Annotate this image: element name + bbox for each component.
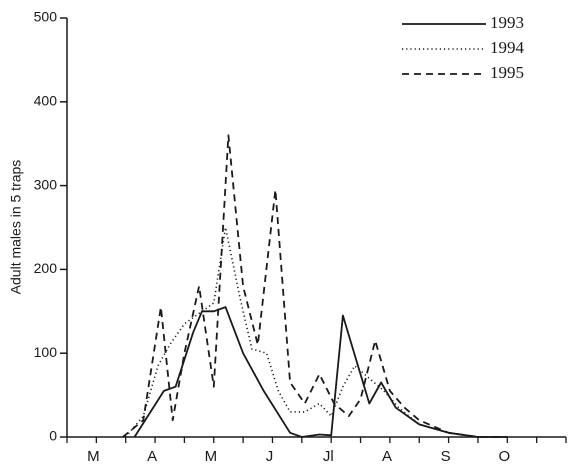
x-axis-group: M A M J Jl A S O: [66, 436, 567, 465]
x-tick-label: Jl: [323, 448, 334, 465]
y-axis-group: 0 100 200 300 400 500 Adult males in 5 traps: [8, 9, 68, 444]
series-line-1994: [125, 226, 508, 438]
x-ticks: [66, 437, 567, 443]
legend: 1993 1994 1995: [402, 13, 525, 82]
series-layer: [122, 134, 508, 438]
y-tick-label: 0: [49, 428, 57, 444]
y-ticks: 0 100 200 300 400 500: [34, 9, 67, 444]
x-tick-label: M: [87, 448, 100, 465]
y-tick-label: 300: [34, 176, 58, 192]
y-axis-title: Adult males in 5 traps: [8, 160, 24, 295]
series-line-1995: [122, 134, 508, 438]
x-tick-label: O: [499, 448, 511, 465]
x-tick-label: M: [205, 448, 218, 465]
y-tick-label: 500: [34, 9, 58, 25]
x-tick-labels: M A M J Jl A S O: [87, 448, 510, 465]
legend-label: 1995: [490, 63, 524, 82]
x-tick-label: A: [147, 448, 157, 465]
x-tick-label: J: [266, 448, 274, 465]
y-tick-label: 100: [34, 344, 58, 360]
legend-label: 1993: [490, 13, 524, 32]
y-tick-label: 200: [34, 260, 58, 276]
series-line-1993: [133, 306, 508, 438]
x-tick-label: S: [441, 448, 451, 465]
x-tick-label: A: [382, 448, 392, 465]
y-tick-label: 400: [34, 93, 58, 109]
legend-label: 1994: [490, 38, 525, 57]
